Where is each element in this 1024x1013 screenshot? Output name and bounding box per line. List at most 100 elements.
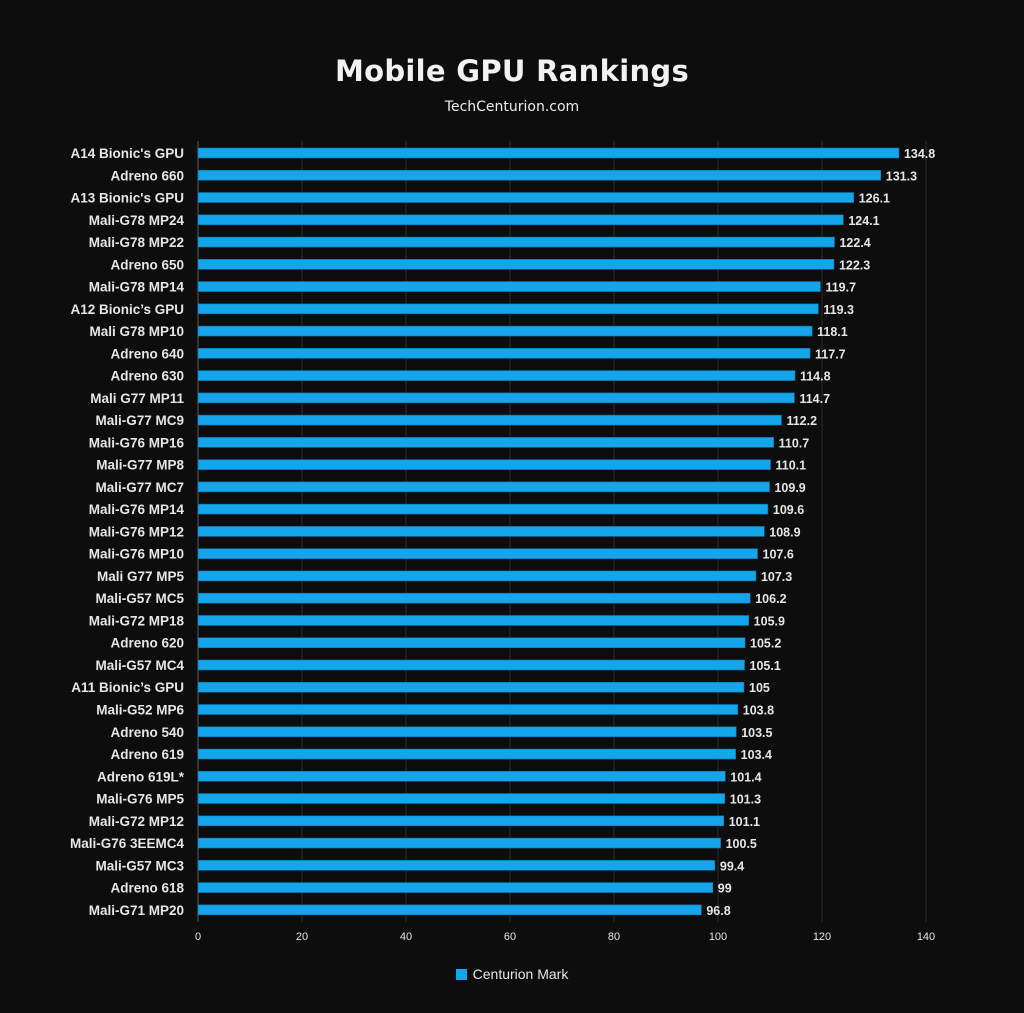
category-label: Mali-G72 MP12 [89,814,184,829]
value-label: 119.7 [825,281,856,295]
bar [197,793,726,804]
x-tick-label: 140 [917,931,935,943]
value-label: 108.9 [769,525,800,539]
value-label: 109.9 [774,481,805,495]
value-label: 131.3 [886,169,917,183]
category-label: Adreno 619 [110,747,184,762]
category-label: Mali G78 MP10 [89,324,184,339]
value-label: 119.3 [823,303,854,317]
category-label: Adreno 618 [110,881,184,896]
category-label: Mali-G57 MC5 [95,591,184,606]
value-labels: 134.8 131.3 126.1 124.1 122.4 122.3 119.7 119.3… [706,147,935,918]
category-label: Mali-G72 MP18 [89,613,185,628]
value-label: 103.5 [741,726,772,740]
bar [197,726,737,738]
category-labels: A14 Bionic's GPU Adreno 660 A13 Bionic's G… [70,146,185,918]
value-label: 105.1 [750,659,781,673]
category-label: Mali-G57 MC3 [95,858,184,873]
bar [197,659,745,671]
value-label: 99 [718,882,732,896]
value-label: 107.3 [761,570,792,584]
category-label: Mali-G52 MP6 [96,703,184,718]
bar [197,281,821,292]
value-label: 110.7 [779,436,810,450]
x-tick-label: 60 [504,931,516,943]
bar [197,770,726,782]
bar [197,637,746,649]
value-label: 96.8 [706,904,730,918]
x-tick-label: 100 [709,931,727,943]
value-label: 103.8 [743,704,774,718]
category-label: Mali-G71 MP20 [89,903,184,918]
value-label: 106.2 [755,592,786,606]
x-tick-label: 80 [608,931,620,943]
bar [197,192,855,203]
bar [197,236,835,248]
bar [197,459,771,470]
category-label: Mali G77 MP11 [90,391,184,406]
value-label: 101.3 [730,793,761,807]
bar [197,370,796,381]
value-label: 114.8 [800,370,831,384]
bar [197,169,882,181]
value-label: 124.1 [848,214,879,228]
bar [197,570,757,582]
legend-swatch [455,968,467,980]
bar [197,548,758,559]
category-label: Mali-G76 MP5 [96,792,184,807]
value-label: 105.9 [754,614,785,628]
legend-label: Centurion Mark [472,966,569,982]
category-label: Adreno 630 [110,369,184,384]
x-tick-label: 40 [400,931,412,943]
category-label: A12 Bionic’s GPU [70,302,184,317]
chart-title: Mobile GPU Rankings [334,54,690,88]
bar [197,481,770,493]
value-label: 101.1 [729,815,760,829]
value-label: 126.1 [859,192,890,206]
bar [197,348,811,359]
bar [197,147,900,159]
value-label: 134.8 [904,147,935,161]
bar [197,325,813,337]
category-label: A11 Bionic’s GPU [71,680,184,695]
category-label: Mali-G76 MP16 [89,435,185,450]
value-label: 109.6 [773,503,804,517]
bar [197,437,774,448]
bars [197,147,900,916]
category-label: Adreno 619L* [97,769,185,784]
category-label: Mali-G78 MP24 [89,213,185,228]
x-tick-label: 20 [296,931,308,943]
bar [197,704,739,715]
value-label: 100.5 [726,837,757,851]
bar [197,258,835,270]
bar [197,214,844,226]
category-label: Adreno 650 [110,257,184,272]
category-label: Mali-G76 3EEMC4 [70,836,185,851]
value-label: 122.4 [839,236,870,250]
value-label: 118.1 [817,325,848,339]
category-label: Mali-G78 MP14 [89,280,185,295]
value-label: 99.4 [720,859,744,873]
value-label: 105.2 [750,637,781,651]
category-label: Mali-G76 MP14 [89,502,185,517]
category-label: Adreno 540 [110,725,184,740]
bar [197,592,751,604]
category-label: Adreno 640 [110,346,184,361]
category-label: Mali-G77 MC9 [95,413,184,428]
value-label: 107.6 [763,548,794,562]
value-label: 110.1 [776,459,807,473]
bar [197,392,795,404]
category-label: Mali-G77 MC7 [95,480,184,495]
category-label: Mali-G78 MP22 [89,235,184,250]
bar [197,503,769,515]
category-label: Adreno 660 [110,168,184,183]
category-label: A14 Bionic's GPU [71,146,185,161]
x-tick-label: 0 [195,931,201,943]
category-label: Mali G77 MP5 [97,569,185,584]
value-label: 112.2 [786,414,817,428]
bar [197,615,749,626]
bar [197,904,702,916]
bar [197,860,716,871]
category-label: Mali-G76 MP12 [89,524,184,539]
value-label: 101.4 [730,770,761,784]
